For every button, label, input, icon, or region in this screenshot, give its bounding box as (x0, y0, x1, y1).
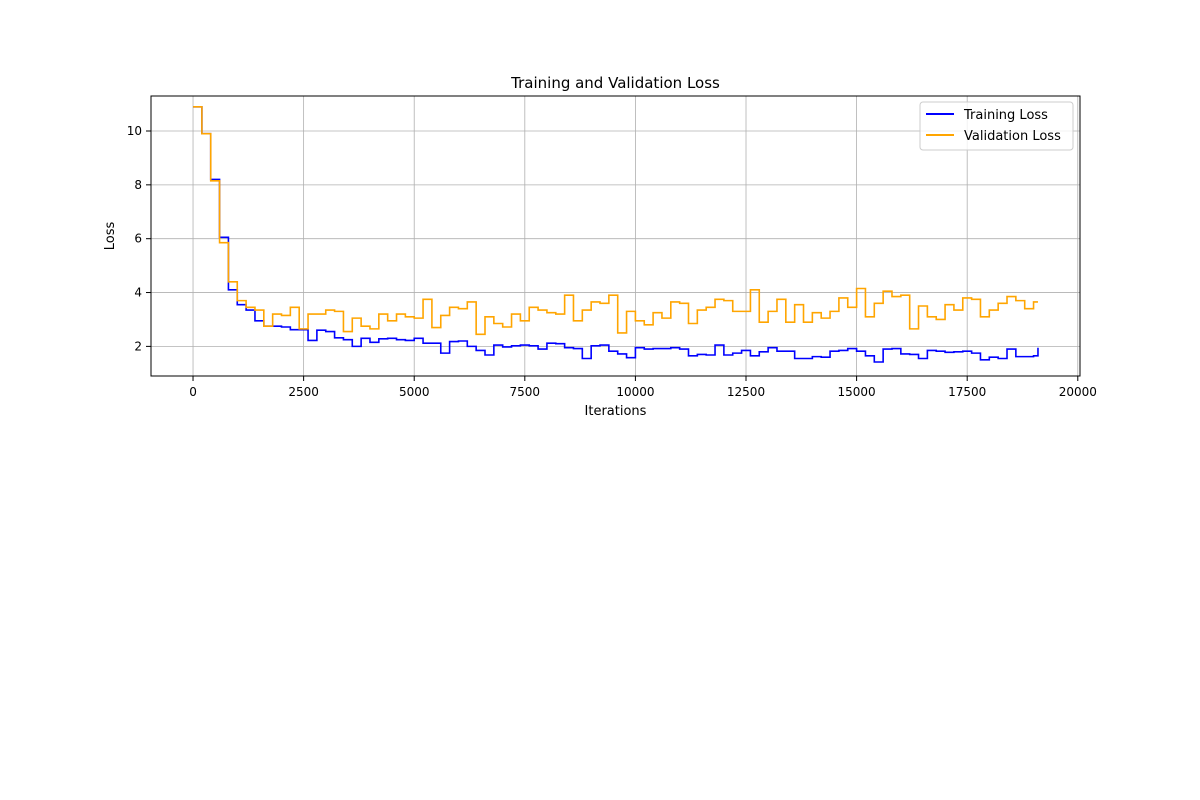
y-tick-label: 4 (134, 286, 142, 300)
chart-title: Training and Validation Loss (510, 74, 720, 92)
x-tick-label: 17500 (948, 385, 986, 399)
y-tick-label: 6 (134, 232, 142, 246)
x-tick-label: 7500 (510, 385, 541, 399)
x-tick-label: 5000 (399, 385, 430, 399)
x-tick-label: 10000 (616, 385, 654, 399)
x-tick-label: 15000 (838, 385, 876, 399)
legend-label-validation: Validation Loss (964, 129, 1061, 144)
y-axis-label: Loss (103, 222, 118, 251)
legend-box (919, 101, 1074, 151)
legend-label-training: Training Loss (963, 108, 1048, 123)
x-tick-label: 20000 (1059, 385, 1097, 399)
y-tick-label: 8 (134, 178, 142, 192)
y-tick-label: 10 (127, 124, 142, 138)
legend: Training Loss Validation Loss (919, 101, 1074, 151)
plot-frame (150, 95, 1081, 377)
training-loss-line (193, 105, 1039, 363)
series-layer (193, 105, 1039, 363)
x-tick-label: 2500 (288, 385, 319, 399)
validation-loss-line (193, 105, 1038, 336)
x-axis-label: Iterations (585, 404, 647, 419)
y-tick-label: 2 (134, 339, 142, 353)
ticks: 0 2500 5000 7500 10000 12500 15000 17500 20000 2 4… (127, 124, 1097, 399)
x-tick-label: 12500 (727, 385, 765, 399)
x-tick-label: 0 (189, 385, 197, 399)
